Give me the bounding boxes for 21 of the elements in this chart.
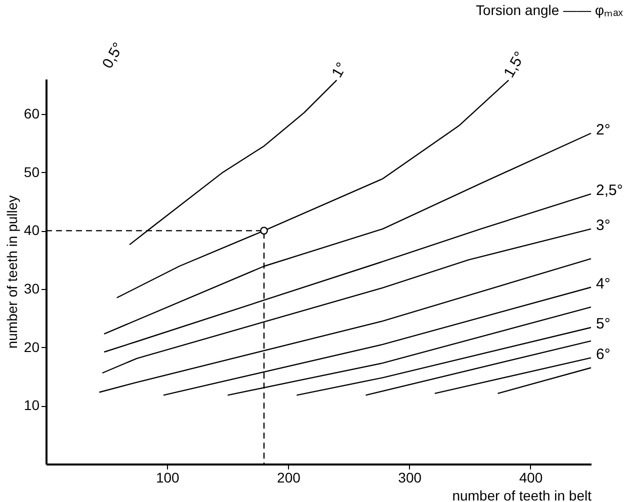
x-tick-label: 100: [156, 470, 180, 486]
y-tick-label: 60: [24, 106, 40, 122]
text: 1°: [328, 60, 351, 81]
x-tick-label: 400: [519, 470, 543, 486]
series-label: 5°: [596, 316, 610, 332]
y-tick-label: 40: [24, 222, 40, 238]
text: Torsion angle —— φₘₐₓ: [476, 2, 624, 18]
x-tick-label: 200: [277, 470, 301, 486]
series-label: 3°: [596, 216, 610, 234]
y-axis-title: number of teeth in pulley: [4, 195, 20, 349]
x-axis-title: number of teeth in belt: [452, 488, 592, 502]
y-tick-label: 30: [24, 280, 40, 296]
series-label: 2°: [596, 121, 610, 138]
series-label: 4°: [596, 275, 610, 292]
x-tick-label: 300: [398, 470, 422, 486]
y-tick-label: 10: [24, 397, 40, 414]
y-tick-label: 20: [24, 338, 40, 355]
series-label: 2,5°: [596, 182, 623, 199]
series-label: 6°: [596, 346, 610, 363]
y-tick-label: 50: [24, 164, 40, 180]
text: 0,5°: [99, 40, 128, 72]
